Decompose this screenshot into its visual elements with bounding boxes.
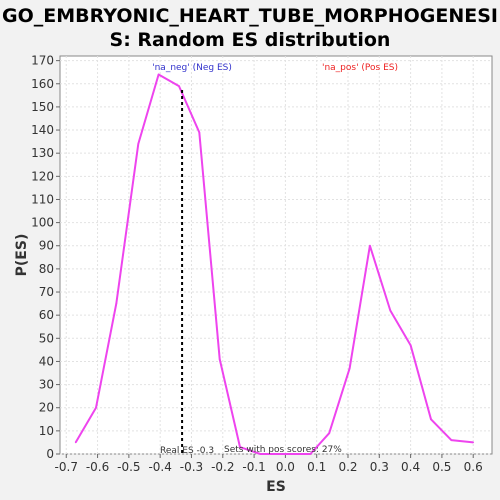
data-point (450, 439, 453, 441)
real-es-label: Real ES -0.3 (160, 446, 214, 456)
y-tick-label: 50 (39, 331, 54, 345)
data-point (74, 441, 77, 444)
y-tick-label: 80 (39, 262, 54, 276)
data-point (198, 131, 201, 134)
data-point (472, 441, 475, 444)
x-tick-label: -0.1 (242, 460, 265, 474)
data-point (259, 453, 262, 455)
y-tick-label: 150 (31, 100, 54, 114)
data-point (157, 73, 160, 76)
y-tick-label: 70 (39, 285, 54, 299)
data-point (309, 453, 312, 455)
data-point (137, 143, 140, 145)
grid (60, 56, 492, 455)
data-point (430, 418, 432, 421)
x-tick-label: -0.6 (86, 460, 109, 474)
data-point (95, 406, 97, 409)
y-tick-label: 30 (39, 378, 54, 392)
y-tick-label: 90 (39, 239, 54, 253)
x-tick-label: 0.3 (370, 460, 389, 474)
data-point (284, 453, 287, 455)
y-axis-label: P(ES) (14, 234, 30, 277)
x-tick-label: 0.6 (464, 460, 483, 474)
x-tick-label: -0.5 (117, 460, 140, 474)
data-point (218, 358, 221, 360)
data-point (115, 302, 118, 305)
x-tick-label: 0.0 (276, 460, 295, 474)
y-tick-label: 120 (31, 169, 54, 183)
pos-es-label: 'na_pos' (Pos ES) (322, 63, 398, 73)
x-tick-label: 0.1 (307, 460, 326, 474)
y-tick-label: 60 (39, 308, 54, 322)
x-tick-label: -0.4 (148, 460, 171, 474)
sets-pos-label: Sets with pos scores: 27% (224, 445, 342, 455)
y-tick-label: 40 (39, 354, 54, 368)
data-point (409, 344, 412, 347)
x-tick-label: 0.4 (401, 460, 420, 474)
y-tick-label: 140 (31, 123, 54, 137)
data-point (369, 244, 371, 247)
y-tick-label: 160 (31, 77, 54, 91)
es-distribution-line (74, 73, 474, 455)
chart-title-line1: GO_EMBRYONIC_HEART_TUBE_MORPHOGENESI (2, 5, 498, 27)
x-axis: -0.7 -0.6 -0.5 -0.4 -0.3 -0.2 -0.1 0.0 0.1 0.2 0.3… (55, 454, 483, 474)
y-tick-label: 20 (39, 401, 54, 415)
y-axis: 0 10 20 30 40 50 60 70 80 90 100 110 120 130 140 150 160… (31, 54, 60, 461)
y-tick-label: 170 (31, 54, 54, 68)
data-point (178, 85, 180, 87)
y-tick-label: 130 (31, 146, 54, 160)
x-tick-label: -0.3 (180, 460, 203, 474)
data-point (389, 309, 392, 312)
chart-title-line2: S: Random ES distribution (110, 29, 391, 51)
data-point (328, 432, 331, 434)
x-tick-label: -0.2 (211, 460, 234, 474)
x-tick-label: -0.7 (55, 460, 78, 474)
y-tick-label: 0 (46, 447, 54, 461)
series-layer (74, 73, 475, 455)
neg-es-label: 'na_neg' (Neg ES) (152, 63, 232, 73)
y-tick-label: 100 (31, 216, 54, 230)
x-tick-label: 0.2 (338, 460, 357, 474)
plot-area (59, 55, 493, 455)
y-tick-label: 110 (31, 192, 54, 206)
data-point (239, 446, 241, 448)
x-tick-label: 0.5 (432, 460, 451, 474)
x-axis-label: ES (266, 479, 286, 495)
data-point (348, 367, 351, 370)
y-tick-label: 10 (39, 424, 54, 438)
